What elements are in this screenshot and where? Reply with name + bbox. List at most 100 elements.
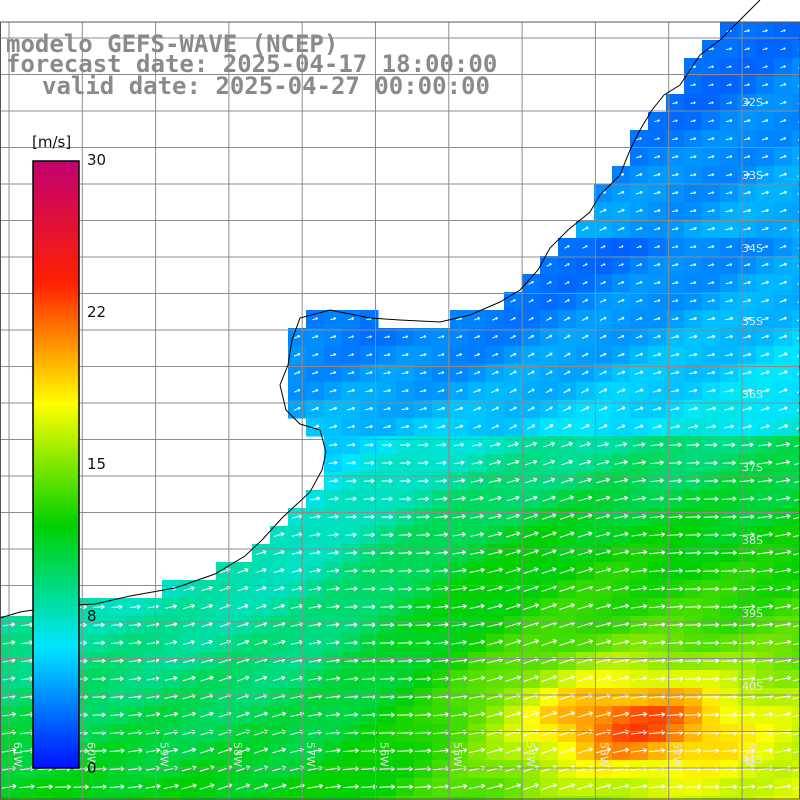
wind-arrow (383, 371, 391, 375)
wind-arrow (37, 784, 53, 790)
wind-arrow (743, 101, 751, 105)
wind-arrow (273, 550, 285, 555)
wind-arrow (434, 496, 448, 502)
wind-cell (792, 670, 800, 689)
wind-arrow (704, 460, 718, 466)
wind-arrow (598, 424, 608, 430)
wind-arrow (725, 191, 733, 195)
wind-arrow (559, 675, 575, 683)
wind-arrow (687, 424, 699, 429)
wind-arrow (272, 639, 286, 646)
wind-arrow (707, 334, 716, 339)
wind-arrow (545, 334, 553, 340)
wind-arrow (688, 388, 698, 393)
wind-arrow (652, 388, 662, 393)
wind-arrow (722, 460, 736, 466)
wind-arrow (671, 334, 680, 339)
wind-arrow (794, 462, 800, 466)
wind-arrow (127, 748, 143, 754)
wind-arrow (345, 514, 357, 520)
wind-arrow (164, 711, 179, 718)
wind-arrow (761, 316, 769, 321)
wind-arrow (780, 137, 787, 141)
wind-arrow (329, 388, 337, 393)
wind-arrow (401, 353, 409, 357)
wind-arrow (416, 514, 430, 520)
wind-arrow (761, 172, 769, 177)
lat-lon-grid (0, 21, 800, 800)
wind-arrow (200, 675, 214, 682)
wind-arrow (617, 281, 625, 285)
wind-arrow (344, 622, 358, 628)
wind-arrow (631, 639, 648, 645)
wind-cell (792, 454, 800, 473)
wind-arrow (452, 532, 466, 537)
wind-arrow (668, 442, 682, 448)
wind-arrow (690, 119, 696, 123)
wind-cell (792, 598, 800, 617)
wind-arrow (543, 459, 556, 466)
wind-arrow (91, 784, 107, 790)
wind-arrow (595, 549, 611, 556)
wind-arrow (762, 245, 769, 249)
wind-arrow (311, 406, 319, 411)
wind-arrow (582, 299, 589, 303)
wind-arrow (419, 371, 427, 375)
wind-arrow (560, 495, 574, 502)
lon-label: 54W (524, 742, 537, 767)
wind-arrow (744, 29, 750, 33)
wind-arrow (597, 441, 609, 447)
wind-arrow (235, 783, 251, 790)
wind-arrow (273, 568, 285, 573)
wind-arrow (761, 280, 769, 285)
wind-arrow (237, 585, 249, 592)
wind-arrow (474, 353, 481, 357)
wind-cell (792, 562, 800, 581)
wind-arrow (545, 370, 553, 376)
wind-arrow (200, 747, 215, 754)
latitude-labels: 32S 33S 34S 35S 36S 37S 38S 39S 40S 41S (742, 96, 763, 766)
wind-arrow (469, 747, 486, 754)
wind-arrow (599, 208, 607, 213)
wind-arrow (666, 748, 684, 754)
wind-arrow (599, 316, 607, 321)
wind-arrow (308, 586, 322, 591)
wind-arrow (559, 531, 575, 538)
wind-arrow (708, 65, 714, 69)
wind-arrow (760, 352, 770, 357)
wind-arrow (595, 747, 612, 754)
wind-arrow (380, 604, 394, 610)
wind-arrow (599, 298, 607, 303)
wind-arrow (689, 173, 697, 177)
wind-arrow (689, 316, 697, 321)
wind-arrow (415, 604, 431, 610)
wind-arrow (93, 640, 106, 646)
wind-arrow (344, 586, 358, 592)
wind-arrow (383, 424, 391, 429)
wind-arrow (614, 513, 629, 519)
wind-cell (522, 796, 541, 800)
wind-arrow (164, 747, 179, 753)
wind-arrow (776, 495, 791, 501)
wind-arrow (543, 441, 556, 448)
wind-arrow (649, 568, 666, 574)
wind-cell (342, 796, 361, 800)
wind-arrow (631, 675, 648, 681)
wind-arrow (380, 586, 394, 592)
wind-arrow (311, 335, 319, 339)
wind-cell (18, 796, 37, 800)
wind-arrow (254, 675, 268, 682)
wind-cell (576, 796, 595, 800)
wind-arrow (383, 388, 391, 393)
wind-arrow (487, 549, 503, 556)
wind-arrow (797, 264, 800, 267)
wind-arrow (598, 406, 608, 412)
wind-speed-field (0, 22, 800, 800)
wind-arrow (793, 552, 800, 556)
wind-arrow (506, 495, 520, 502)
lon-label: 51W (744, 742, 757, 767)
wind-arrow (469, 675, 486, 682)
wind-arrow (653, 317, 661, 321)
wind-arrow (365, 424, 373, 429)
wind-arrow (708, 119, 715, 123)
